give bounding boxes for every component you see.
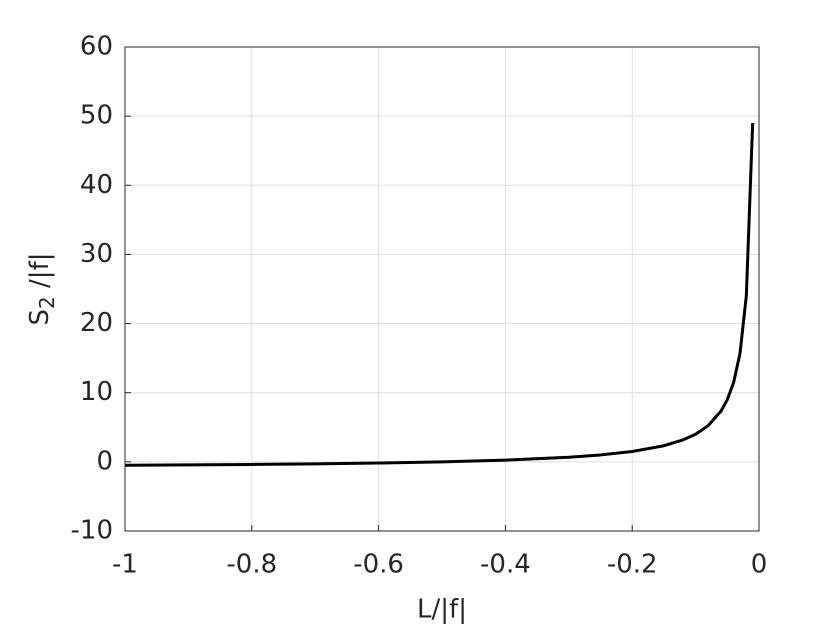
plot-area (125, 47, 759, 531)
y-tick-label: 40 (80, 170, 113, 200)
y-axis-label: S2 /|f| (25, 253, 59, 326)
x-tick-label: -0.4 (480, 550, 531, 580)
x-tick-label: 0 (751, 550, 768, 580)
lines (124, 123, 755, 467)
x-tick-label: -0.2 (607, 550, 658, 580)
y-tick-label: -10 (71, 516, 113, 546)
y-label-subscript: 2 (35, 296, 59, 309)
y-tick-label: 60 (80, 32, 113, 62)
x-tick-label: -1 (112, 550, 138, 580)
y-label-base: S (25, 309, 55, 326)
axes-box (124, 46, 760, 532)
data-line (124, 123, 755, 467)
y-tick-label: 20 (80, 308, 113, 338)
x-tick-label: -0.6 (353, 550, 404, 580)
y-tick-label: 0 (96, 446, 113, 476)
x-axis-label: L/|f| (417, 595, 467, 625)
y-tick-label: 10 (80, 377, 113, 407)
x-tick-label: -0.8 (226, 550, 277, 580)
y-tick-label: 30 (80, 239, 113, 269)
y-tick-label: 50 (80, 101, 113, 131)
y-label-rest: /|f| (25, 253, 55, 297)
